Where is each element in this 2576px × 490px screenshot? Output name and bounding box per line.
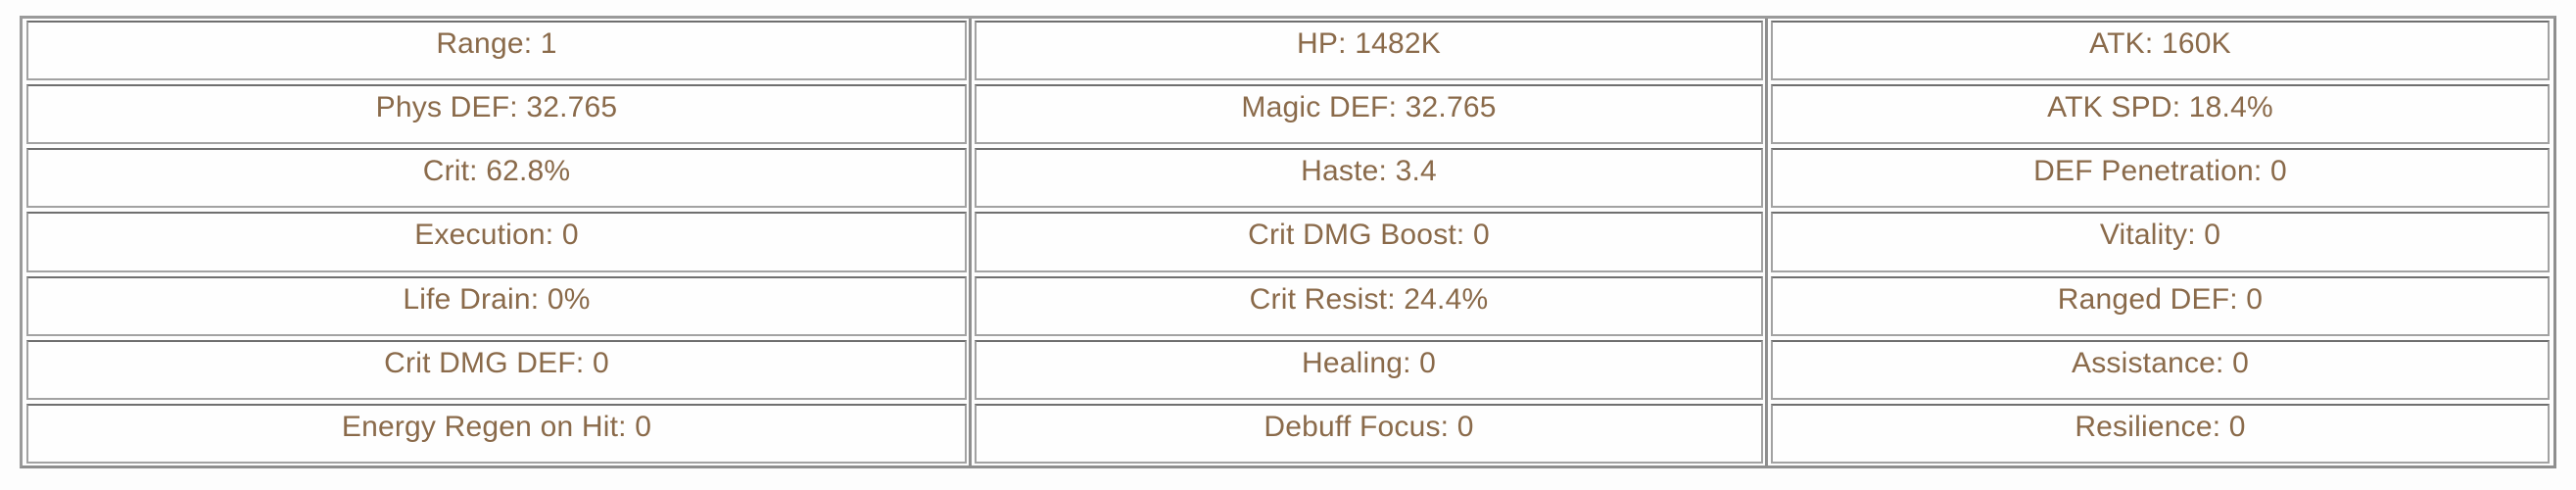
stat-cell[interactable]: Energy Regen on Hit: 0 [26,403,967,464]
stat-text: Magic DEF: 32.765 [1241,91,1497,124]
stat-text: Life Drain: 0% [403,282,591,316]
stat-text: Crit DMG DEF: 0 [384,346,609,379]
stat-text: Debuff Focus: 0 [1264,410,1474,443]
stat-text: HP: 1482K [1297,27,1441,60]
stat-text: Crit: 62.8% [422,155,571,188]
stat-text: Crit DMG Boost: 0 [1248,219,1490,252]
stat-text: Phys DEF: 32.765 [375,91,618,124]
stat-cell[interactable]: Crit DMG DEF: 0 [26,339,967,400]
stat-cell[interactable]: Magic DEF: 32.765 [975,84,1763,145]
stat-text: Energy Regen on Hit: 0 [341,410,652,443]
stat-text: ATK: 160K [2089,27,2231,60]
stat-cell[interactable]: Crit: 62.8% [26,148,967,209]
stat-cell[interactable]: Life Drain: 0% [26,275,967,336]
stat-cell[interactable]: Debuff Focus: 0 [975,403,1763,464]
stat-cell[interactable]: Crit Resist: 24.4% [975,275,1763,336]
stat-cell[interactable]: Vitality: 0 [1771,212,2550,272]
stat-cell[interactable]: ATK SPD: 18.4% [1771,84,2550,145]
stat-text: Execution: 0 [414,219,579,252]
stat-cell[interactable]: Crit DMG Boost: 0 [975,212,1763,272]
stat-cell[interactable]: Execution: 0 [26,212,967,272]
stat-text: Crit Resist: 24.4% [1249,282,1489,316]
stat-cell[interactable]: Assistance: 0 [1771,339,2550,400]
stat-cell[interactable]: HP: 1482K [975,21,1763,81]
stat-text: Haste: 3.4 [1301,155,1437,188]
stat-text: Ranged DEF: 0 [2057,282,2264,316]
stats-table-frame: Range: 1 Phys DEF: 32.765 Crit: 62.8% Ex… [20,16,2556,468]
stat-text: DEF Penetration: 0 [2033,155,2287,188]
stats-column-1: Range: 1 Phys DEF: 32.765 Crit: 62.8% Ex… [23,19,971,466]
stat-cell[interactable]: Resilience: 0 [1771,403,2550,464]
stat-cell[interactable]: Phys DEF: 32.765 [26,84,967,145]
stat-text: Assistance: 0 [2071,346,2250,379]
stat-cell[interactable]: ATK: 160K [1771,21,2550,81]
stat-cell[interactable]: Healing: 0 [975,339,1763,400]
stat-text: Healing: 0 [1301,346,1437,379]
stat-cell[interactable]: Haste: 3.4 [975,148,1763,209]
stat-text: Resilience: 0 [2075,410,2246,443]
stats-grid: Range: 1 Phys DEF: 32.765 Crit: 62.8% Ex… [23,19,2553,466]
stat-text: Range: 1 [436,27,557,60]
stat-cell[interactable]: Ranged DEF: 0 [1771,275,2550,336]
stat-cell[interactable]: DEF Penetration: 0 [1771,148,2550,209]
stats-column-3: ATK: 160K ATK SPD: 18.4% DEF Penetration… [1765,19,2553,466]
stat-text: Vitality: 0 [2099,219,2221,252]
stat-cell[interactable]: Range: 1 [26,21,967,81]
stat-text: ATK SPD: 18.4% [2047,91,2273,124]
stats-column-2: HP: 1482K Magic DEF: 32.765 Haste: 3.4 C… [969,19,1767,466]
